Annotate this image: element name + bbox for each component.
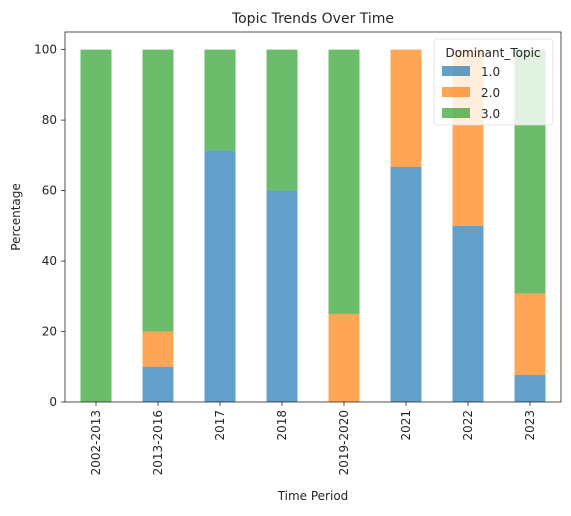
chart-title: Topic Trends Over Time [231, 11, 394, 27]
y-tick-label: 80 [42, 113, 57, 127]
y-tick-label: 60 [42, 184, 57, 198]
bar-2017-series-1 [204, 150, 236, 402]
x-tick-label: 2023 [523, 410, 537, 441]
bars-layer [80, 49, 546, 402]
x-axis: 2002-2013 2013-2016 2017 2018 2019-2020 2021 2… [89, 402, 537, 475]
legend-swatch-2-0 [442, 87, 470, 97]
legend-swatch-3-0 [442, 108, 470, 118]
x-tick-label: 2013-2016 [151, 410, 165, 475]
legend-label-1-0: 1.0 [481, 65, 500, 79]
legend-swatch-1-0 [442, 66, 470, 76]
legend-box [433, 38, 554, 126]
legend: Dominant_Topic 1.0 2.0 3.0 [433, 38, 554, 126]
bar-2013-2016-series-3 [142, 49, 174, 332]
bar-2021-series-1 [390, 166, 422, 402]
bar-2013-2016-series-2 [142, 331, 174, 367]
x-tick-label: 2002-2013 [89, 410, 103, 475]
legend-label-2-0: 2.0 [481, 86, 500, 100]
bar-2023-series-2 [514, 293, 546, 375]
x-axis-label: Time Period [277, 489, 349, 503]
legend-title: Dominant_Topic [445, 46, 540, 60]
bar-2021-series-2 [390, 49, 422, 167]
bar-2018-series-1 [266, 190, 298, 402]
y-tick-label: 0 [49, 395, 57, 409]
y-axis: 0 20 40 60 80 100 [34, 43, 65, 409]
bar-2019-2020-series-3 [328, 49, 360, 314]
x-tick-label: 2018 [275, 410, 289, 441]
y-tick-label: 100 [34, 43, 57, 57]
y-axis-label: Percentage [9, 183, 23, 251]
x-tick-label: 2022 [461, 410, 475, 441]
bar-2023-series-1 [514, 374, 546, 402]
bar-2019-2020-series-2 [328, 313, 360, 402]
y-tick-label: 40 [42, 254, 57, 268]
legend-label-3-0: 3.0 [481, 107, 500, 121]
bar-2018-series-3 [266, 49, 298, 191]
y-tick-label: 20 [42, 325, 57, 339]
plot-frame [64, 31, 562, 403]
bar-2022-series-1 [452, 225, 484, 402]
bar-2017-series-3 [204, 49, 236, 151]
bar-2013-2016-series-1 [142, 366, 174, 402]
x-tick-label: 2021 [399, 410, 413, 441]
x-tick-label: 2017 [213, 410, 227, 441]
bar-2002-2013-series-3 [80, 49, 112, 402]
x-tick-label: 2019-2020 [337, 410, 351, 475]
